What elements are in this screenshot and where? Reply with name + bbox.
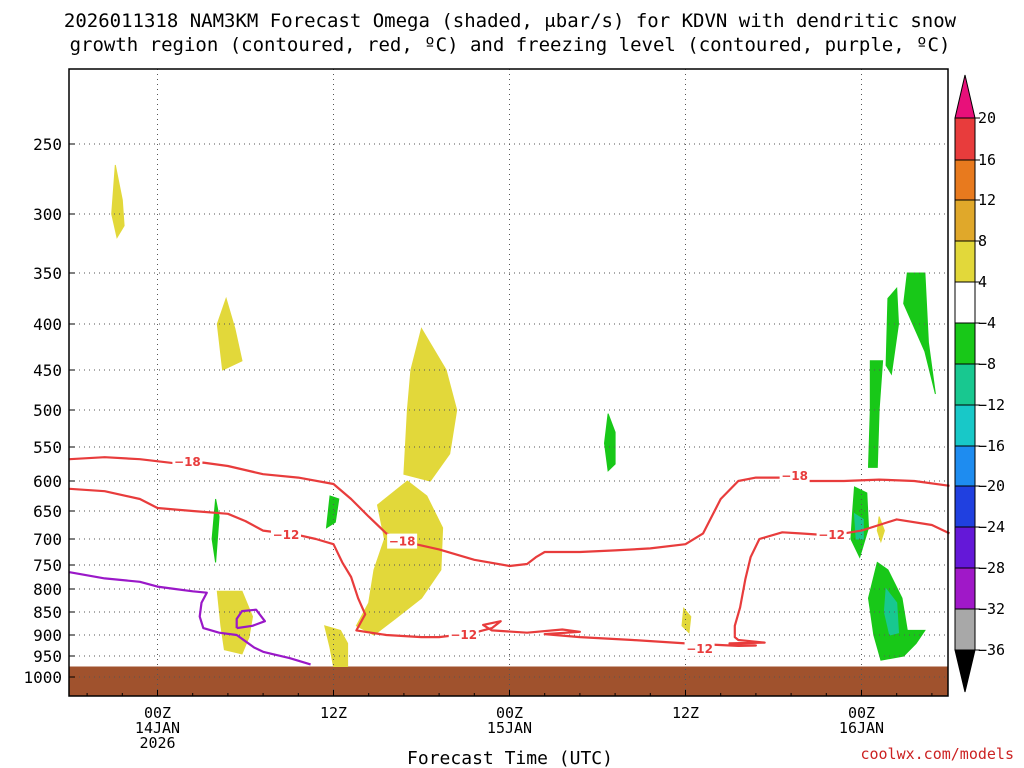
omega-region: [885, 287, 900, 376]
colorbar-swatch: [954, 363, 976, 406]
x-tick-label: 00Z: [496, 704, 523, 722]
x-tick-label: 2026: [139, 734, 175, 752]
contour-label-bg: [270, 527, 301, 543]
colorbar-label: −12: [978, 396, 1005, 414]
omega-region: [325, 495, 340, 529]
colorbar-label: −28: [978, 559, 1005, 577]
colorbar-swatch: [954, 485, 976, 528]
colorbar-swatch: [954, 199, 976, 242]
colorbar-label: 8: [978, 232, 987, 250]
colorbar-swatch: [954, 567, 976, 610]
y-tick-label: 950: [33, 647, 62, 666]
x-tick-label: 12Z: [320, 704, 347, 722]
omega-region: [211, 498, 220, 563]
colorbar-label: 4: [978, 273, 987, 291]
colorbar-swatch: [954, 608, 976, 651]
contour-line-minus-12: [69, 487, 950, 648]
colorbar-label: −32: [978, 600, 1005, 618]
colorbar-swatch: [954, 240, 976, 283]
contour-line-freezing-level: [69, 571, 311, 666]
omega-region: [324, 625, 349, 667]
colorbar-label: 16: [978, 151, 996, 169]
colorbar-label: −20: [978, 477, 1005, 495]
contour-label: −18: [389, 535, 416, 549]
omega-region: [876, 516, 885, 544]
x-tick-label: 12Z: [672, 704, 699, 722]
colorbar-swatch: [954, 117, 976, 161]
omega-region: [216, 296, 243, 371]
omega-region: [903, 272, 936, 395]
ground-fill: [69, 666, 948, 696]
y-tick-label: 400: [33, 315, 62, 334]
contour-label: −18: [781, 469, 808, 483]
colorbar-label: −16: [978, 437, 1005, 455]
axis-layer: 250 300 350 400 450 500 550 600 650 700 750 800 850 9…: [23, 135, 933, 752]
contour-label: −18: [174, 455, 201, 469]
contour-label-bg: [779, 468, 810, 484]
colorbar-label: 12: [978, 191, 996, 209]
contour-label: −12: [273, 528, 300, 542]
contour-labels-layer: −18 −18 −18 −12 −12 −12 −12: [172, 453, 847, 656]
colorbar-top-arrow: [954, 74, 976, 119]
colorbar-label: 20: [978, 109, 996, 127]
colorbar: 20 16 12 8 4 −4 −8 −12 −16 −20 −24 −28 −32 −36: [954, 74, 1005, 693]
colorbar-label: −4: [978, 314, 996, 332]
colorbar-swatch: [954, 159, 976, 201]
plot-frame: [68, 68, 949, 697]
y-tick-label: 250: [33, 135, 62, 154]
contour-line-freezing-level: [235, 608, 266, 630]
colorbar-label: −24: [978, 518, 1005, 536]
y-tick-label: 850: [33, 603, 62, 622]
colorbar-swatch: [954, 445, 976, 487]
contour-label-bg: [448, 627, 479, 642]
source-credit: coolwx.com/models: [860, 745, 1014, 763]
contour-label-bg: [684, 640, 715, 656]
contour-label: −12: [450, 628, 477, 642]
contour-label-bg: [816, 527, 847, 543]
y-tick-label: 450: [33, 361, 62, 380]
contour-label: −12: [818, 528, 845, 542]
colorbar-swatch: [954, 526, 976, 569]
omega-shading-layer: [111, 164, 936, 667]
y-tick-label: 1000: [23, 668, 62, 687]
x-axis-label: Forecast Time (UTC): [407, 748, 613, 768]
y-tick-label: 650: [33, 502, 62, 521]
contours-layer: [69, 456, 950, 666]
y-tick-label: 300: [33, 205, 62, 224]
omega-region: [603, 413, 616, 472]
colorbar-swatch: [954, 322, 976, 365]
colorbar-swatch: [954, 404, 976, 447]
y-tick-label: 700: [33, 530, 62, 549]
y-tick-label: 500: [33, 401, 62, 420]
x-tick-label: 00Z: [848, 704, 875, 722]
omega-region: [403, 327, 458, 482]
omega-region: [867, 360, 884, 468]
contour-label-bg: [172, 453, 203, 469]
omega-region: [883, 587, 900, 636]
y-tick-label: 750: [33, 556, 62, 575]
y-tick-label: 800: [33, 580, 62, 599]
y-tick-label: 350: [33, 264, 62, 283]
x-tick-label: 15JAN: [487, 719, 532, 737]
ground-layer: [69, 666, 948, 696]
omega-region: [681, 607, 692, 634]
y-tick-label: 550: [33, 438, 62, 457]
colorbar-swatch: [954, 281, 976, 324]
y-tick-label: 600: [33, 472, 62, 491]
x-tick-label: 14JAN: [135, 719, 180, 737]
colorbar-bottom-arrow: [954, 649, 976, 693]
x-tick-label: 16JAN: [839, 719, 884, 737]
omega-region: [216, 590, 254, 655]
colorbar-label: −36: [978, 641, 1005, 659]
chart-title-line-1: 2026011318 NAM3KM Forecast Omega (shaded…: [64, 10, 957, 32]
omega-region: [111, 164, 125, 239]
contour-label-bg: [387, 533, 418, 549]
chart-title-line-2: growth region (contoured, red, ºC) and f…: [70, 34, 951, 56]
contour-label: −12: [686, 642, 713, 656]
x-tick-label: 00Z: [144, 704, 171, 722]
y-tick-label: 900: [33, 626, 62, 645]
colorbar-label: −8: [978, 355, 996, 373]
